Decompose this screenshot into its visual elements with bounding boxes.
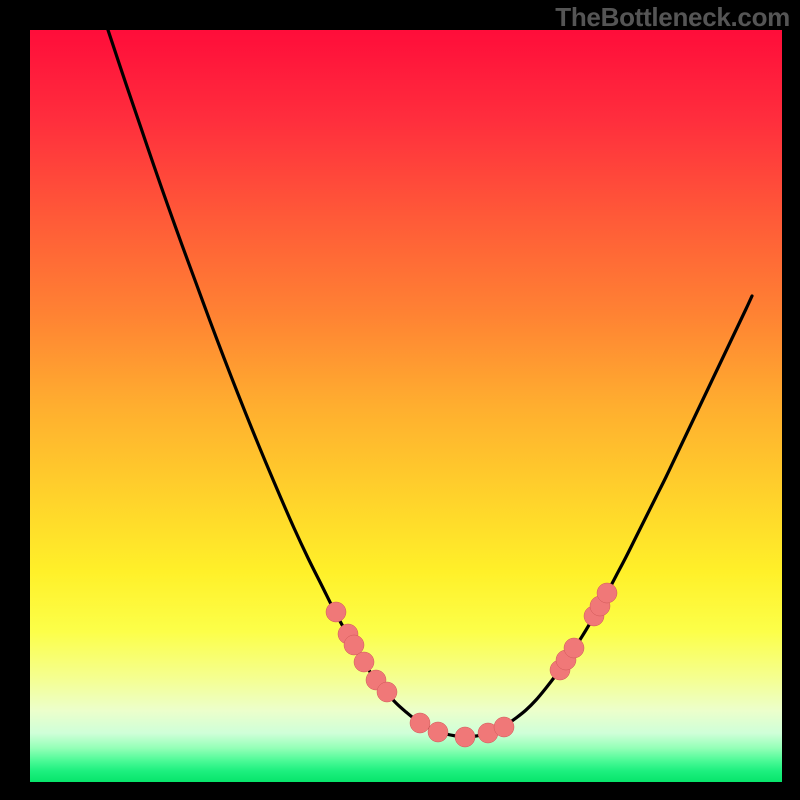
plot-area — [30, 30, 782, 782]
bottleneck-curve — [30, 30, 782, 782]
data-marker — [494, 717, 514, 737]
data-marker — [377, 682, 397, 702]
data-marker — [597, 583, 617, 603]
data-marker — [326, 602, 346, 622]
data-marker — [455, 727, 475, 747]
data-marker — [344, 635, 364, 655]
data-marker — [354, 652, 374, 672]
figure-container: TheBottleneck.com — [0, 0, 800, 800]
data-marker — [564, 638, 584, 658]
data-marker — [428, 722, 448, 742]
watermark-text: TheBottleneck.com — [555, 2, 790, 33]
curve-right-branch — [466, 296, 752, 737]
data-markers — [326, 583, 617, 747]
data-marker — [410, 713, 430, 733]
curve-left-branch — [98, 30, 466, 737]
